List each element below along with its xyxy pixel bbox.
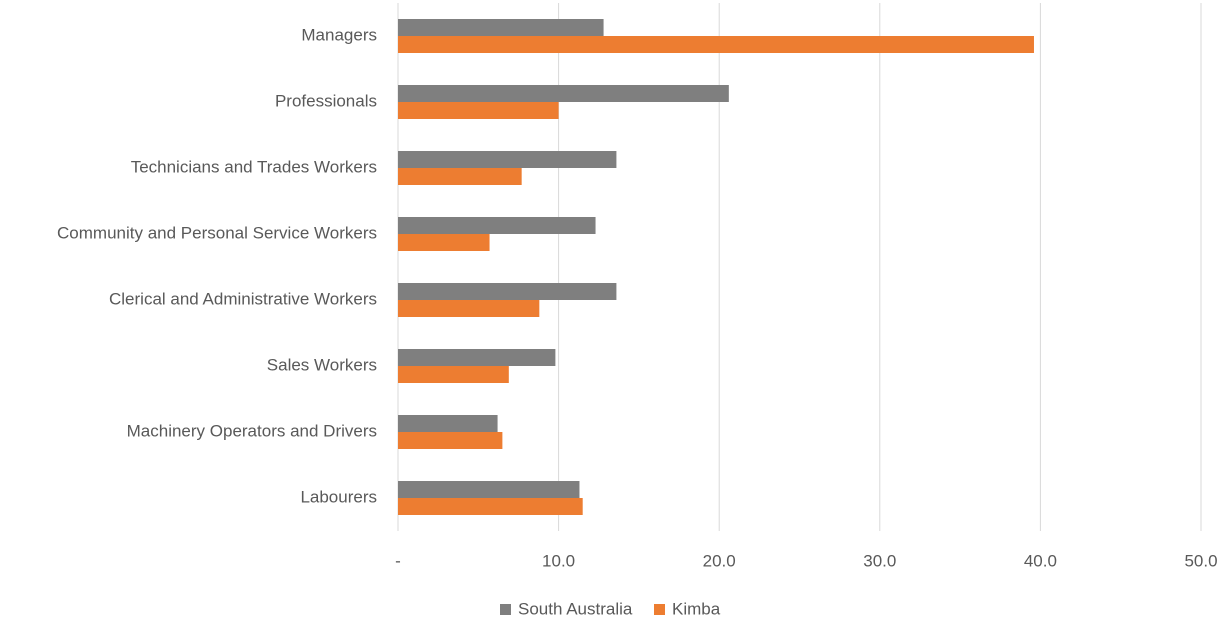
x-tick-label: 20.0 <box>703 551 736 570</box>
bar <box>398 300 540 317</box>
bar <box>398 102 559 119</box>
x-tick-label: 50.0 <box>1184 551 1217 570</box>
legend-label: South Australia <box>518 599 633 618</box>
y-tick-label: Technicians and Trades Workers <box>131 157 377 176</box>
bar <box>398 366 509 383</box>
bar <box>398 19 604 36</box>
legend-swatch <box>500 604 511 615</box>
bar <box>398 283 617 300</box>
y-tick-label: Sales Workers <box>267 355 377 374</box>
x-tick-label: - <box>395 551 401 570</box>
bar <box>398 498 583 515</box>
y-tick-label: Machinery Operators and Drivers <box>127 421 377 440</box>
bar <box>398 234 490 251</box>
bar <box>398 85 729 102</box>
x-tick-label: 40.0 <box>1024 551 1057 570</box>
x-tick-label: 30.0 <box>863 551 896 570</box>
bar <box>398 151 617 168</box>
y-tick-label: Clerical and Administrative Workers <box>109 289 377 308</box>
bar <box>398 432 503 449</box>
bar <box>398 36 1034 53</box>
y-tick-label: Community and Personal Service Workers <box>57 223 377 242</box>
bar <box>398 481 580 498</box>
bar <box>398 217 596 234</box>
legend-swatch <box>654 604 665 615</box>
y-tick-label: Labourers <box>300 487 377 506</box>
y-tick-label: Managers <box>301 25 377 44</box>
bar <box>398 415 498 432</box>
bar <box>398 168 522 185</box>
y-tick-label: Professionals <box>275 91 377 110</box>
bar <box>398 349 556 366</box>
legend-label: Kimba <box>672 599 721 618</box>
x-tick-label: 10.0 <box>542 551 575 570</box>
